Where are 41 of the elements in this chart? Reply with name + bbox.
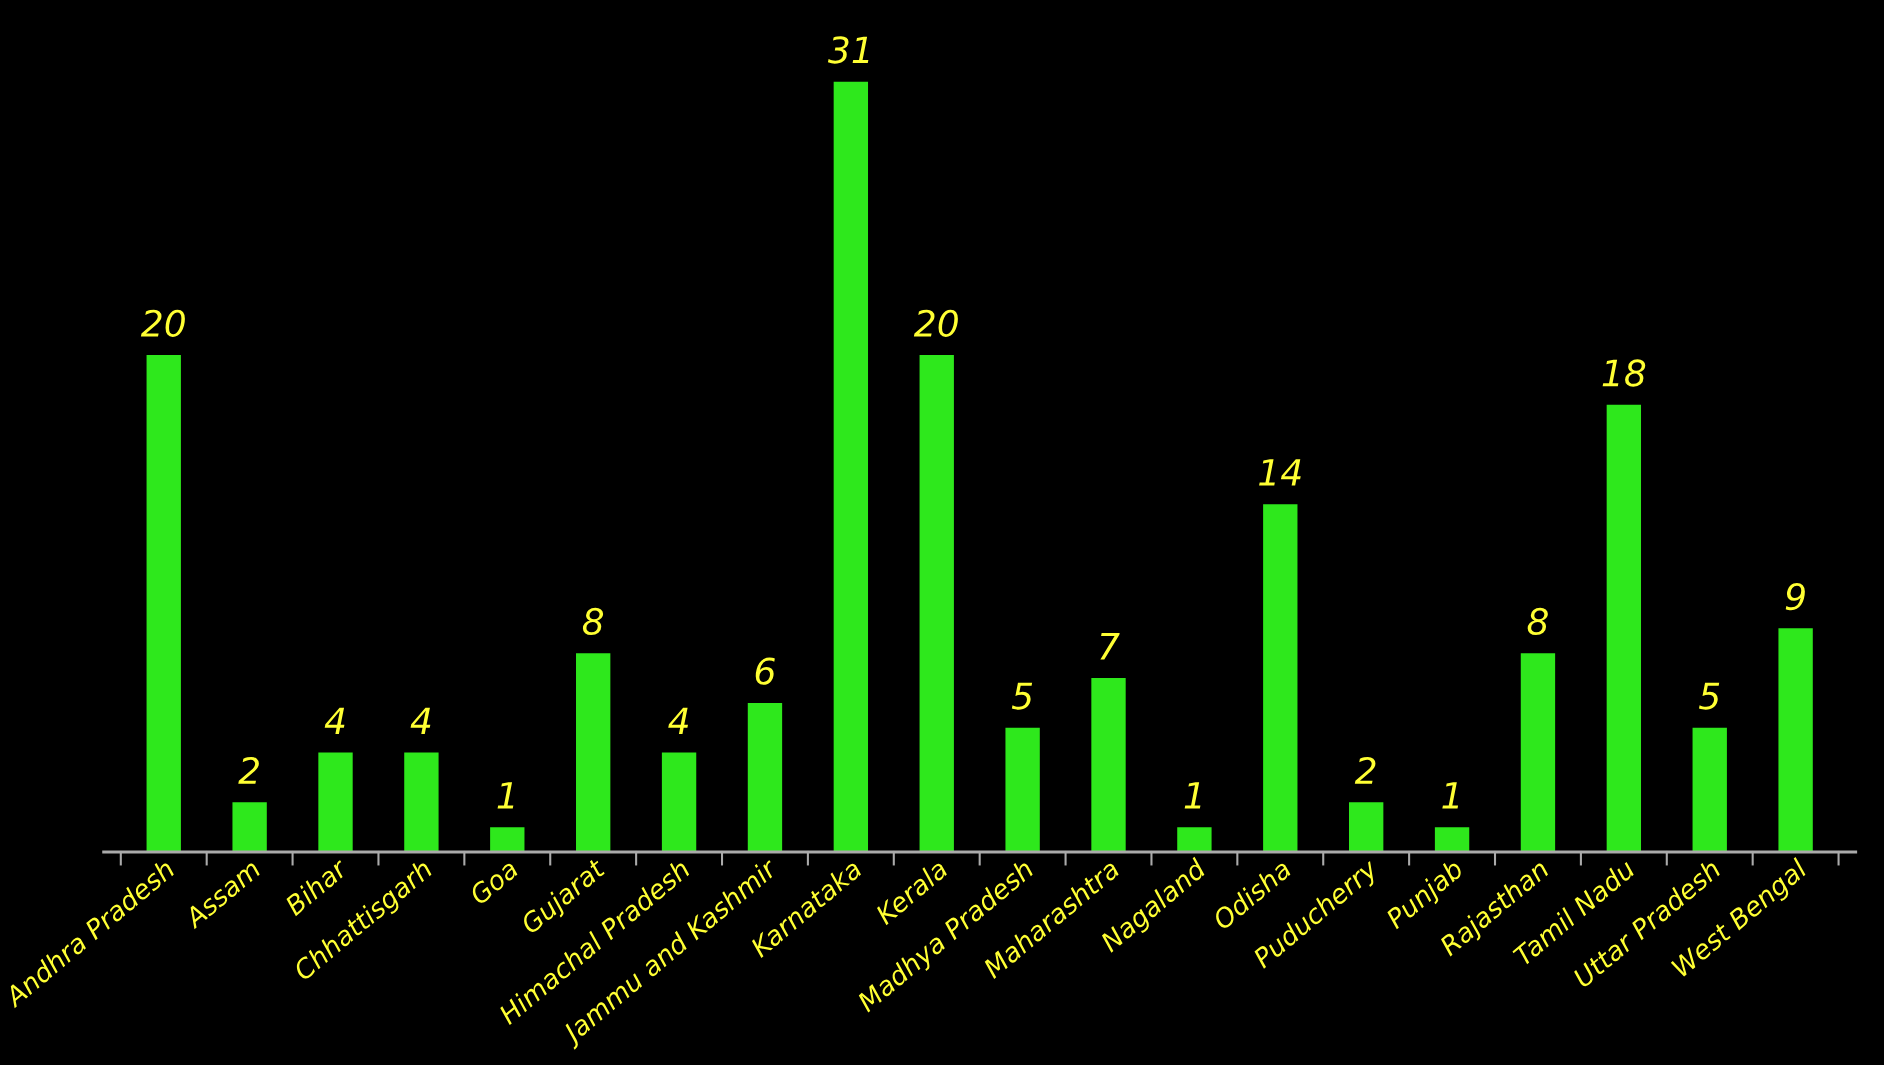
data-label: 8: [1527, 607, 1548, 636]
data-label: 5: [1698, 682, 1720, 710]
data-label: 1: [1442, 782, 1459, 809]
bar: [1091, 678, 1126, 852]
bar: [1349, 802, 1384, 852]
data-label: 4: [668, 707, 688, 734]
bar: [661, 752, 697, 852]
data-label: 1: [497, 782, 514, 809]
bar: [1263, 504, 1298, 852]
data-label: 2: [1354, 756, 1376, 784]
data-label: 8: [582, 607, 604, 636]
data-label: 14: [1259, 459, 1301, 486]
data-label: 20: [913, 309, 958, 337]
bar: [919, 355, 954, 852]
data-label: 31: [827, 36, 869, 64]
data-label: 9: [1785, 582, 1805, 611]
bar: [1177, 827, 1212, 852]
bar: [1606, 404, 1642, 852]
data-label: 2: [238, 756, 259, 784]
data-label: 18: [1602, 359, 1646, 387]
data-label: 7: [1100, 633, 1120, 660]
bar: [1434, 827, 1470, 852]
x-tick-label: Goa: [468, 858, 520, 906]
bar: [318, 752, 353, 852]
data-label: 5: [1011, 682, 1033, 710]
bar: [490, 827, 525, 852]
data-label: 20: [140, 309, 185, 337]
bar: [1778, 628, 1813, 852]
bar: [146, 355, 181, 852]
data-label: 4: [324, 707, 345, 734]
bar: [576, 653, 611, 852]
bar: [404, 752, 439, 852]
bar: [747, 702, 783, 852]
bar: [1692, 727, 1727, 852]
bar: [833, 81, 869, 852]
bar: [232, 802, 267, 852]
data-label: 1: [1184, 782, 1201, 809]
data-label: 4: [410, 707, 431, 734]
bar: [1520, 653, 1556, 852]
data-label: 6: [755, 657, 775, 685]
bar: [1005, 727, 1040, 852]
